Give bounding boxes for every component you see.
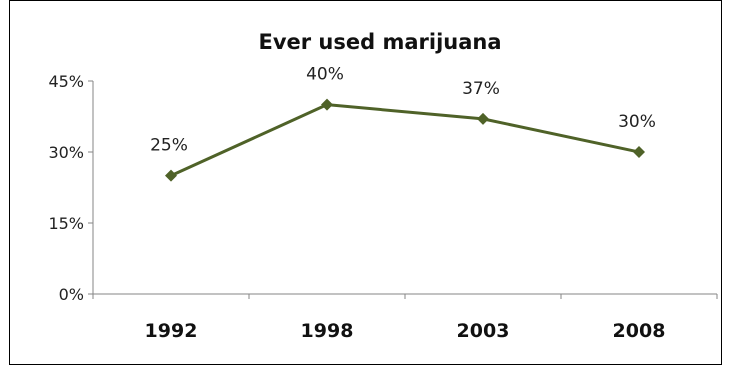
data-point-marker (321, 98, 333, 111)
series-layer (165, 98, 645, 182)
y-tick-label: 45% (48, 72, 84, 91)
data-point-marker (477, 112, 489, 125)
data-point-marker (165, 169, 177, 182)
data-label: 37% (462, 79, 500, 99)
series-line (170, 103, 640, 178)
data-label: 40% (306, 65, 344, 85)
data-label: 30% (618, 112, 656, 132)
data-label: 25% (150, 136, 188, 156)
x-tick-label: 1992 (145, 320, 198, 342)
x-tick-label: 1998 (301, 320, 354, 342)
y-tick-label: 30% (48, 143, 84, 162)
axes: 0% 15% 30% 45% 1992 1998 2003 2008 (48, 72, 718, 342)
data-point-marker (633, 146, 645, 158)
y-tick-label: 0% (59, 285, 84, 304)
x-tick-label: 2003 (457, 320, 510, 342)
x-tick-label: 2008 (613, 320, 666, 342)
chart-border (9, 0, 722, 365)
data-labels: 25% 40% 37% 30% (150, 65, 656, 156)
y-tick-label: 15% (48, 214, 84, 233)
chart-title: Ever used marijuana (258, 30, 501, 54)
